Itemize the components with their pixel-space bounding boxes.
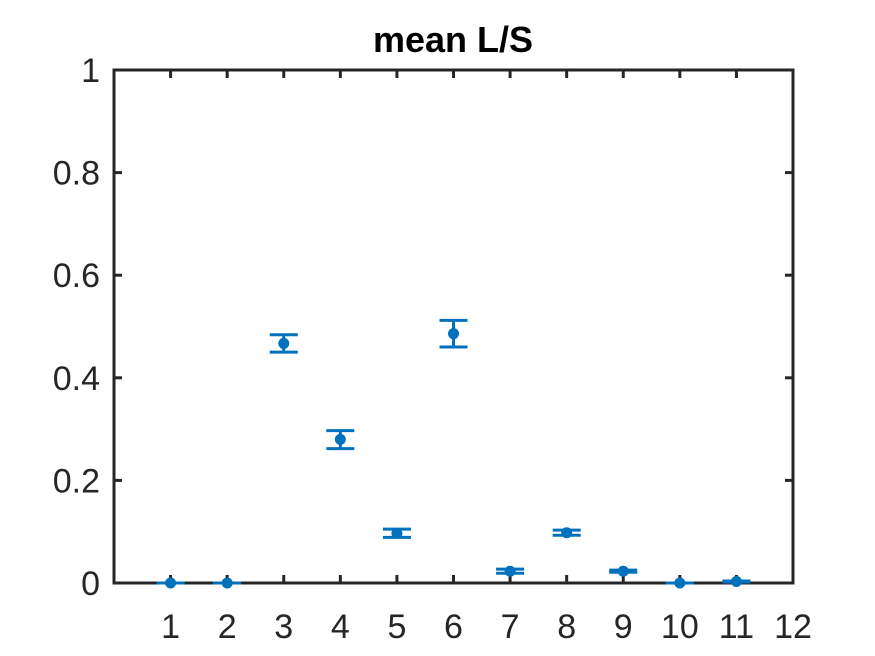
x-tick-label: 3 xyxy=(274,608,293,646)
x-tick-label: 4 xyxy=(331,608,350,646)
data-point xyxy=(561,527,573,539)
y-tick-label: 0.4 xyxy=(53,360,100,398)
y-tick-label: 0 xyxy=(81,565,100,603)
data-point xyxy=(504,565,516,577)
x-tick-label: 11 xyxy=(719,608,754,646)
data-point xyxy=(448,328,459,340)
data-point xyxy=(334,433,346,445)
x-tick-label: 7 xyxy=(501,608,520,646)
x-tick-label: 9 xyxy=(614,608,633,646)
x-tick-label: 12 xyxy=(774,608,812,646)
y-tick-label: 1 xyxy=(81,52,100,90)
y-tick-label: 0.8 xyxy=(53,155,100,193)
data-point xyxy=(391,527,403,539)
x-tick-label: 5 xyxy=(387,608,406,646)
data-point xyxy=(278,337,290,349)
data-point xyxy=(165,577,177,589)
y-tick-label: 0.2 xyxy=(53,462,100,500)
x-tick-label: 8 xyxy=(557,608,576,646)
chart-title: mean L/S xyxy=(373,19,533,60)
x-tick-label: 10 xyxy=(661,608,699,646)
data-point xyxy=(674,577,686,589)
x-tick-label: 1 xyxy=(161,608,180,646)
data-point xyxy=(221,577,233,589)
y-tick-label: 0.6 xyxy=(53,257,100,295)
data-point xyxy=(730,575,742,587)
data-point xyxy=(617,565,629,577)
x-tick-label: 2 xyxy=(218,608,237,646)
x-tick-label: 6 xyxy=(444,608,463,646)
